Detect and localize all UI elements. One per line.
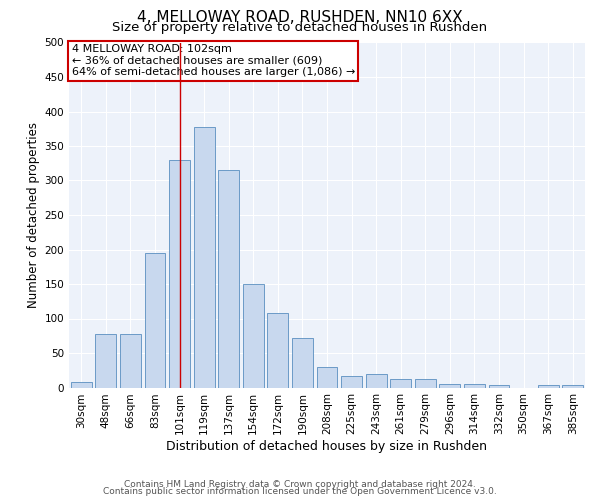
Bar	[268, 313, 289, 388]
Bar	[439, 384, 460, 388]
Bar	[488, 386, 509, 388]
Bar	[145, 253, 166, 388]
X-axis label: Distribution of detached houses by size in Rushden: Distribution of detached houses by size …	[167, 440, 487, 453]
Bar	[194, 126, 215, 388]
Text: Contains HM Land Registry data © Crown copyright and database right 2024.: Contains HM Land Registry data © Crown c…	[124, 480, 476, 489]
Bar	[292, 338, 313, 388]
Bar	[317, 367, 337, 388]
Bar	[365, 374, 386, 388]
Text: 4 MELLOWAY ROAD: 102sqm
← 36% of detached houses are smaller (609)
64% of semi-d: 4 MELLOWAY ROAD: 102sqm ← 36% of detache…	[71, 44, 355, 78]
Bar	[218, 170, 239, 388]
Bar	[169, 160, 190, 388]
Text: Contains public sector information licensed under the Open Government Licence v3: Contains public sector information licen…	[103, 487, 497, 496]
Text: Size of property relative to detached houses in Rushden: Size of property relative to detached ho…	[112, 21, 488, 34]
Bar	[71, 382, 92, 388]
Bar	[538, 386, 559, 388]
Y-axis label: Number of detached properties: Number of detached properties	[27, 122, 40, 308]
Text: 4, MELLOWAY ROAD, RUSHDEN, NN10 6XX: 4, MELLOWAY ROAD, RUSHDEN, NN10 6XX	[137, 10, 463, 25]
Bar	[562, 386, 583, 388]
Bar	[415, 379, 436, 388]
Bar	[341, 376, 362, 388]
Bar	[243, 284, 264, 388]
Bar	[464, 384, 485, 388]
Bar	[120, 334, 141, 388]
Bar	[95, 334, 116, 388]
Bar	[390, 379, 411, 388]
